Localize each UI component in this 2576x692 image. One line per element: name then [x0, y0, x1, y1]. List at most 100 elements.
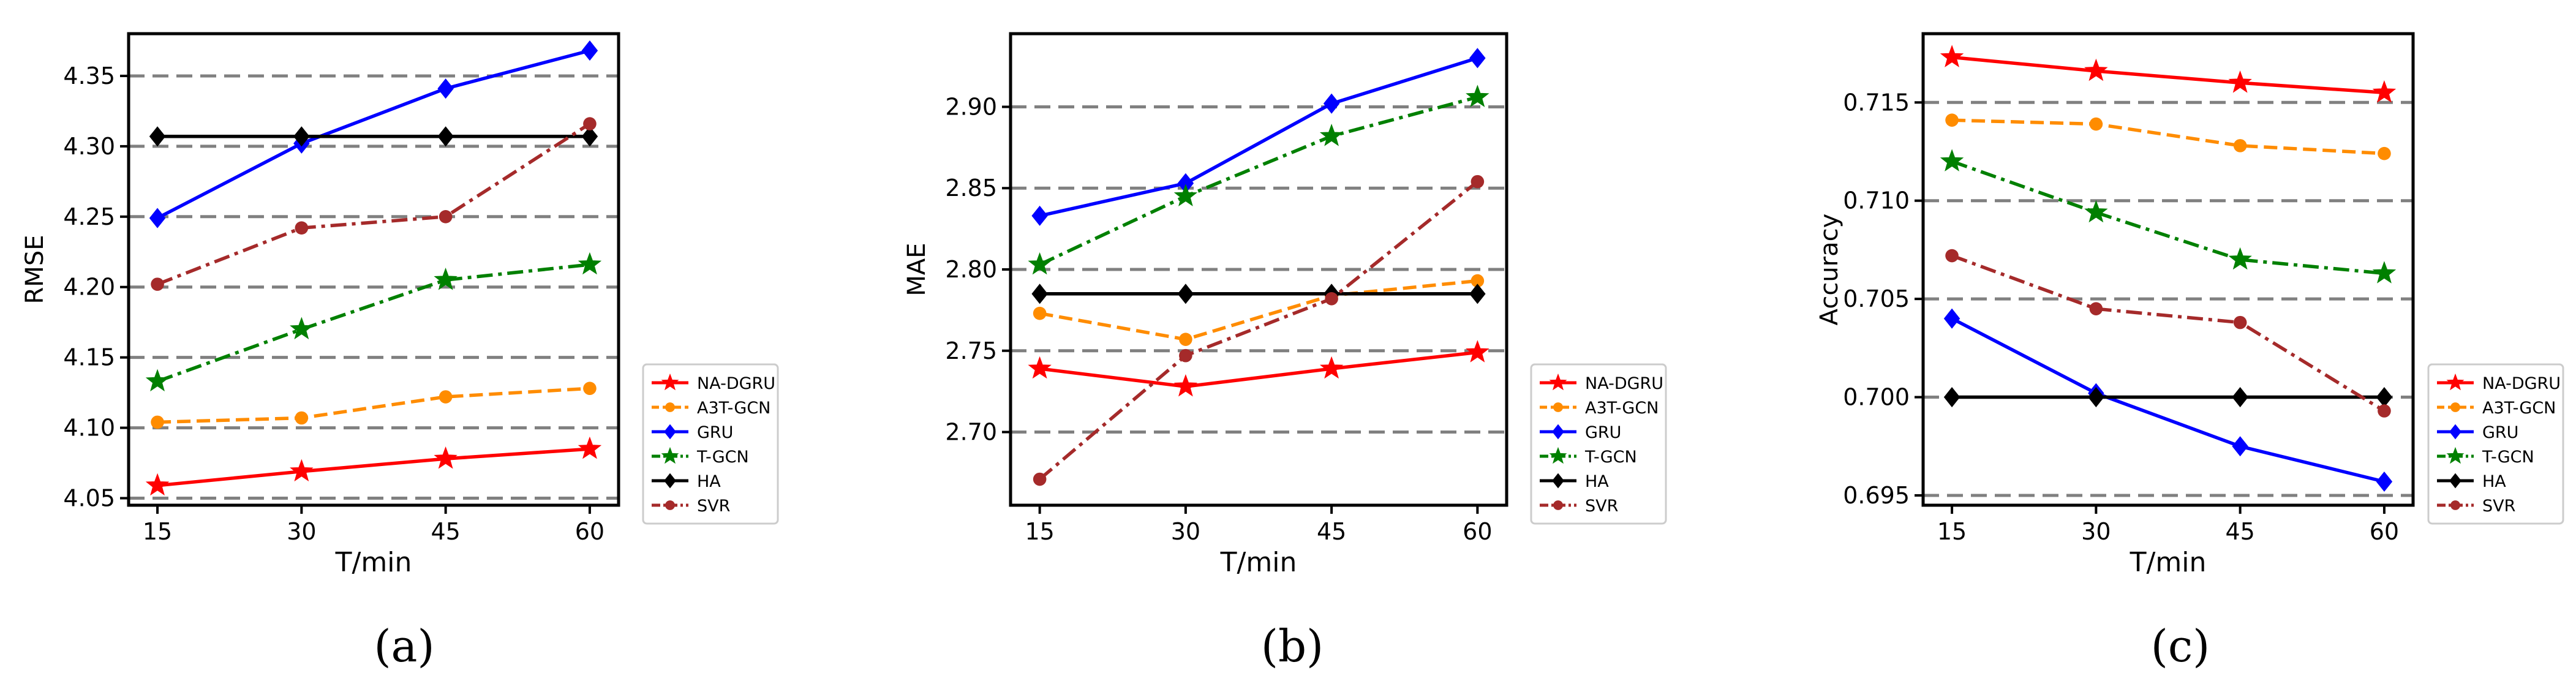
series-line-SVR	[1038, 180, 1479, 481]
legend-label-T-GCN: T-GCN	[2482, 448, 2534, 467]
data-point-A3T-GCN	[1945, 113, 1959, 127]
y-axis-label: RMSE	[21, 235, 49, 304]
chart-panel-2: 2.70 2.75 2.80 2.85 2.90 15 30 45 60 T/min MAE NA-D…	[903, 32, 1667, 672]
data-point-HA	[2376, 386, 2393, 408]
x-tick-label: 15	[1937, 518, 1967, 545]
series-SVR	[1033, 175, 1485, 486]
data-point-HA	[1943, 386, 1960, 408]
data-point-SVR	[1325, 291, 1338, 306]
legend-label-GRU: GRU	[697, 423, 733, 442]
data-point-A3T-GCN	[583, 382, 597, 396]
data-point-HA	[437, 126, 454, 147]
legend-marker-NA-DGRU	[1549, 373, 1567, 391]
data-point-A3T-GCN	[2378, 146, 2391, 160]
legend-label-NA-DGRU: NA-DGRU	[697, 374, 775, 393]
data-point-GRU	[1469, 48, 1486, 69]
legend-marker-NA-DGRU	[2446, 373, 2465, 391]
data-point-NA-DGRU	[1940, 45, 1964, 67]
plot-frame	[127, 32, 620, 507]
legend-marker-A3T-GCN	[1553, 402, 1563, 412]
data-point-A3T-GCN	[439, 390, 453, 404]
series-NA-DGRU	[145, 436, 602, 496]
series-line-T-GCN	[1951, 159, 2385, 276]
x-tick-label: 45	[2225, 518, 2254, 545]
data-point-HA	[1031, 284, 1048, 304]
x-axis-label: T/min	[335, 547, 412, 578]
series-HA	[1031, 284, 1486, 304]
data-point-HA	[149, 126, 166, 147]
legend-box	[1530, 363, 1667, 525]
data-point-T-GCN	[1466, 85, 1489, 107]
series-NA-DGRU	[1028, 340, 1489, 397]
data-point-T-GCN	[1173, 184, 1198, 206]
data-point-NA-DGRU	[1173, 374, 1198, 397]
y-tick-label: 4.15	[63, 344, 115, 371]
data-point-SVR	[583, 117, 597, 130]
legend-label-A3T-GCN: A3T-GCN	[697, 399, 770, 418]
data-point-NA-DGRU	[434, 446, 458, 469]
y-tick-label: 0.695	[1843, 482, 1910, 509]
legend-label-A3T-GCN: A3T-GCN	[2482, 399, 2556, 418]
data-point-GRU	[2376, 471, 2393, 492]
data-point-HA	[1177, 284, 1194, 304]
y-tick-label: 4.10	[63, 415, 115, 442]
series-line-NA-DGRU	[1951, 55, 2385, 95]
data-point-T-GCN	[2084, 200, 2108, 223]
series-SVR	[151, 117, 597, 291]
panel-caption: (c)	[2151, 620, 2210, 672]
y-axis-label: Accuracy	[1815, 214, 1843, 326]
data-point-SVR	[1179, 348, 1192, 363]
legend-label-SVR: SVR	[2482, 497, 2515, 516]
data-point-SVR	[2233, 315, 2247, 329]
data-point-HA	[581, 126, 598, 147]
data-point-NA-DGRU	[290, 459, 314, 482]
x-axis-label: T/min	[1220, 547, 1297, 578]
y-tick-label: 2.80	[945, 256, 997, 283]
data-point-NA-DGRU	[1319, 356, 1344, 379]
data-point-T-GCN	[1028, 252, 1052, 275]
legend-label-NA-DGRU: NA-DGRU	[2482, 374, 2561, 393]
data-point-GRU	[1323, 93, 1340, 114]
data-point-NA-DGRU	[1466, 340, 1489, 363]
legend-box	[642, 363, 779, 525]
series-A3T-GCN	[1033, 274, 1485, 346]
legend-marker-A3T-GCN	[665, 402, 675, 412]
legend-label-A3T-GCN: A3T-GCN	[1585, 399, 1659, 418]
data-point-A3T-GCN	[1471, 274, 1485, 288]
series-line-NA-DGRU	[1039, 350, 1478, 388]
y-tick-label: 2.75	[945, 337, 997, 364]
data-point-T-GCN	[434, 268, 458, 290]
legend-marker-HA	[2449, 473, 2461, 489]
x-tick-label: 30	[2081, 518, 2111, 545]
legend-label-GRU: GRU	[2482, 423, 2518, 442]
series-line-GRU	[156, 48, 590, 220]
x-tick-label: 60	[1463, 518, 1492, 545]
panel-caption: (b)	[1261, 620, 1324, 672]
legend-label-T-GCN: T-GCN	[696, 448, 749, 467]
legend-label-HA: HA	[2482, 472, 2506, 491]
legend-label-SVR: SVR	[1585, 497, 1618, 516]
series-HA	[149, 126, 598, 147]
series-line-SVR	[157, 122, 591, 286]
data-point-A3T-GCN	[295, 411, 309, 425]
legend-label-HA: HA	[697, 472, 721, 491]
series-line-T-GCN	[1039, 95, 1478, 266]
series-GRU	[149, 40, 598, 228]
legend-marker-HA	[664, 473, 676, 489]
series-line-A3T-GCN	[157, 386, 590, 424]
data-point-HA	[2088, 386, 2104, 408]
y-tick-label: 0.700	[1843, 384, 1910, 411]
data-point-T-GCN	[2228, 247, 2252, 270]
legend-marker-T-GCN	[2446, 446, 2465, 464]
legend: NA-DGRU A3T-GCN GRU T-GCN HA SVR	[1530, 363, 1667, 525]
data-point-HA	[293, 126, 310, 147]
x-tick-label: 45	[1317, 518, 1346, 545]
y-tick-label: 4.20	[63, 274, 115, 301]
series-T-GCN	[145, 252, 602, 392]
y-tick-label: 2.85	[945, 175, 997, 201]
data-point-GRU	[437, 78, 454, 99]
y-axis-label: MAE	[903, 243, 931, 296]
legend-marker-GRU	[664, 424, 676, 440]
series-line-GRU	[1951, 317, 2385, 484]
legend: NA-DGRU A3T-GCN GRU T-GCN HA SVR	[2427, 363, 2564, 525]
